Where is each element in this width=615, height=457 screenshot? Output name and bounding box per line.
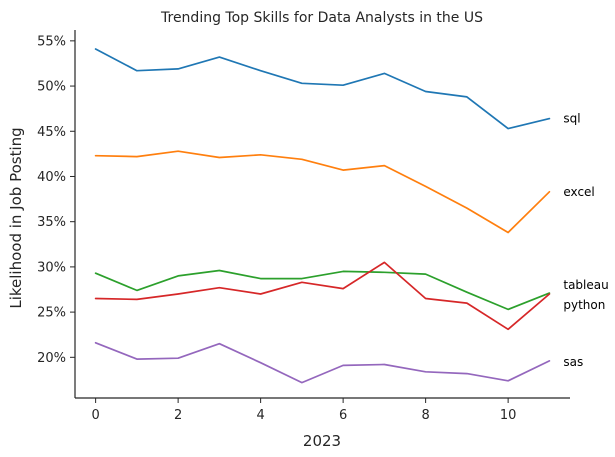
x-tick-label: 0 (91, 408, 99, 423)
series-label-tableau: tableau (563, 278, 608, 292)
series-label-python: python (563, 298, 605, 312)
series-label-excel: excel (563, 185, 594, 199)
series-labels: sql excel tableau python sas (563, 112, 608, 369)
chart-title: Trending Top Skills for Data Analysts in… (160, 10, 483, 26)
x-tick-label: 10 (500, 408, 517, 423)
series-line-sql (94, 48, 551, 130)
y-tick-label: 40% (37, 170, 66, 185)
axes: 20% 25% 30% 35% 40% 45% 50% 55% 0 2 4 6 8 10 (37, 30, 570, 423)
x-tick-label: 2 (174, 408, 182, 423)
series-line-excel (94, 150, 551, 234)
series-lines (94, 48, 551, 384)
series-label-sql: sql (563, 112, 580, 126)
x-tick-label: 8 (421, 408, 429, 423)
y-tick-label: 50% (37, 80, 66, 95)
series-line-python (94, 261, 551, 331)
series-label-sas: sas (563, 355, 583, 369)
series-line-sas (94, 341, 551, 384)
y-axis-label: Likelihood in Job Posting (7, 127, 25, 308)
series-line-tableau (94, 269, 551, 311)
x-tick-label: 4 (256, 408, 264, 423)
y-tick-label: 35% (37, 215, 66, 230)
y-tick-label: 55% (37, 34, 66, 49)
x-axis-label: 2023 (303, 432, 341, 450)
y-tick-label: 25% (37, 306, 66, 321)
y-tick-label: 30% (37, 260, 66, 275)
y-tick-label: 45% (37, 125, 66, 140)
x-tick-label: 6 (339, 408, 347, 423)
y-tick-label: 20% (37, 351, 66, 366)
